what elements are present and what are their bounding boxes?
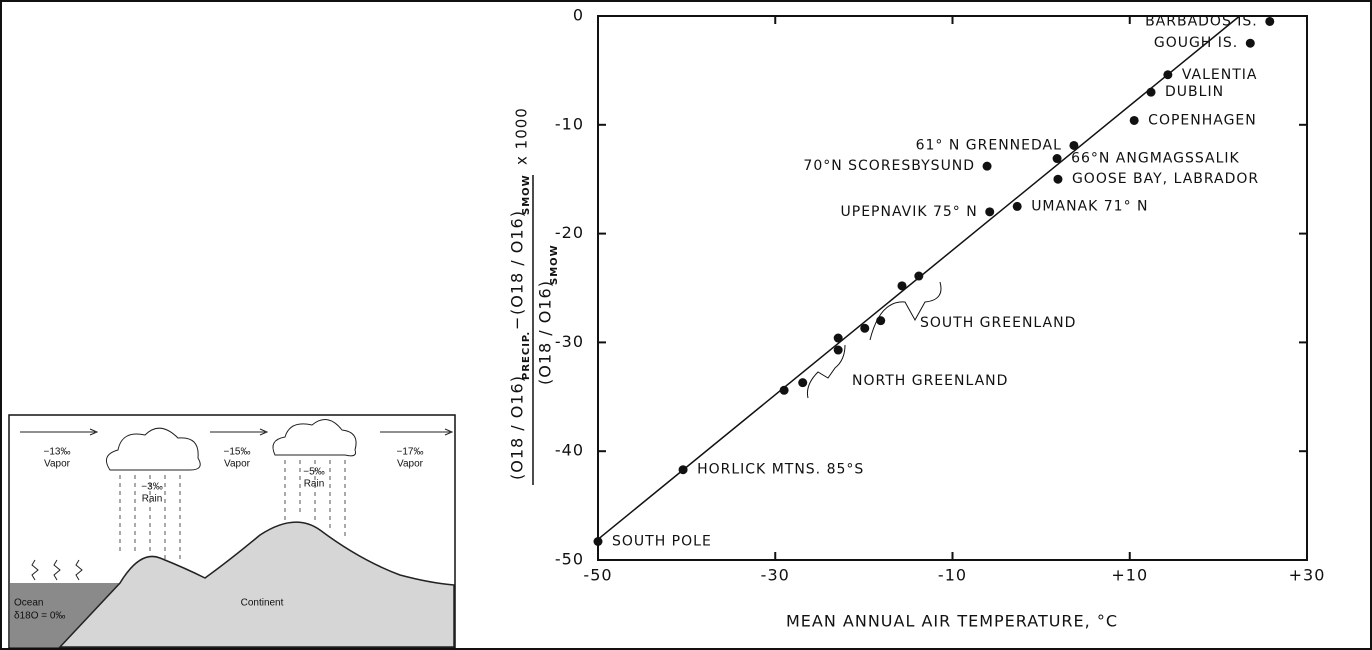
point-label: UPEPNAVIK 75° N [841,204,978,220]
vapor-value: −17‰ [397,447,424,458]
ocean-label: Ocean [14,598,43,609]
data-point [1130,116,1139,125]
data-point [1246,39,1255,48]
point-label: GOOSE BAY, LABRADOR [1072,171,1259,187]
y-tick-label: -20 [555,223,584,242]
rain-label: Rain [142,494,163,505]
x-tick-label: -30 [761,566,790,585]
x-tick-label: -10 [938,566,967,585]
point-label: DUBLIN [1165,84,1224,100]
rain-label: Rain [304,479,325,490]
data-point [983,162,992,171]
data-point [985,207,994,216]
y-label-part: SMOW [521,174,532,215]
point-label: GOUGH IS. [1154,35,1238,51]
vapor-label: Vapor [397,459,424,470]
data-point [897,281,906,290]
data-point [876,316,885,325]
y-label-part: (O18 / O16) [508,210,527,315]
y-tick-label: -30 [555,332,584,351]
x-tick-label: +30 [1289,566,1326,585]
y-tick-label: -50 [555,550,584,569]
y-label-part: PRECIP. [521,331,532,380]
data-point [834,334,843,343]
annotation: NORTH GREENLAND [852,373,1008,389]
data-point [1069,141,1078,150]
diagram: −13‰ Vapor −15‰ Vapor −17‰ Vapor −3‰ Rai… [9,415,455,648]
data-point [780,386,789,395]
x-axis-label: MEAN ANNUAL AIR TEMPERATURE, °C [786,612,1118,631]
continent-label: Continent [241,598,284,609]
vapor-label: Vapor [224,459,251,470]
vapor-label: Vapor [44,459,71,470]
y-label-part: − [508,316,527,330]
point-label: VALENTIA [1182,67,1258,83]
data-point [860,324,869,333]
data-point [914,272,923,281]
y-axis-label: (O18 / O16) PRECIP. − (O18 / O16) SMOW (… [508,107,561,485]
annotation: SOUTH GREENLAND [920,315,1076,331]
y-label-part: (O18 / O16) [536,280,555,385]
rain-value: −5‰ [303,467,324,478]
y-label-part: SMOW [549,244,560,285]
point-label: BARBADOS IS. [1145,13,1258,29]
point-label: SOUTH POLE [612,534,712,550]
point-label: 61° N GRENNEDAL [916,137,1062,153]
data-point [1013,202,1022,211]
data-point [594,537,603,546]
data-point [1163,70,1172,79]
point-label: 70°N SCORESBYSUND [803,158,975,174]
y-label-part: x 1000 [513,107,531,165]
ocean-value: δ18O = 0‰ [14,611,65,622]
point-label: COPENHAGEN [1148,112,1257,128]
brace [870,282,941,340]
x-tick-label: +10 [1111,566,1148,585]
figure: −13‰ Vapor −15‰ Vapor −17‰ Vapor −3‰ Rai… [0,0,1372,650]
data-point [1147,88,1156,97]
data-point [1265,17,1274,26]
point-label: HORLICK MTNS. 85°S [697,462,864,478]
data-point [679,465,688,474]
vapor-value: −15‰ [224,447,251,458]
vapor-value: −13‰ [44,447,71,458]
x-tick-label: -50 [583,566,612,585]
point-label: UMANAK 71° N [1031,198,1148,214]
rain-value: −3‰ [141,482,162,493]
y-label-part: (O18 / O16) [508,375,527,480]
data-point [834,346,843,355]
y-tick-label: -40 [555,441,584,460]
data-point [1053,175,1062,184]
y-tick-label: -10 [555,114,584,133]
data-point [798,378,807,387]
point-label: 66°N ANGMAGSSALIK [1071,151,1240,167]
y-tick-label: 0 [573,6,584,25]
data-point [1053,154,1062,163]
